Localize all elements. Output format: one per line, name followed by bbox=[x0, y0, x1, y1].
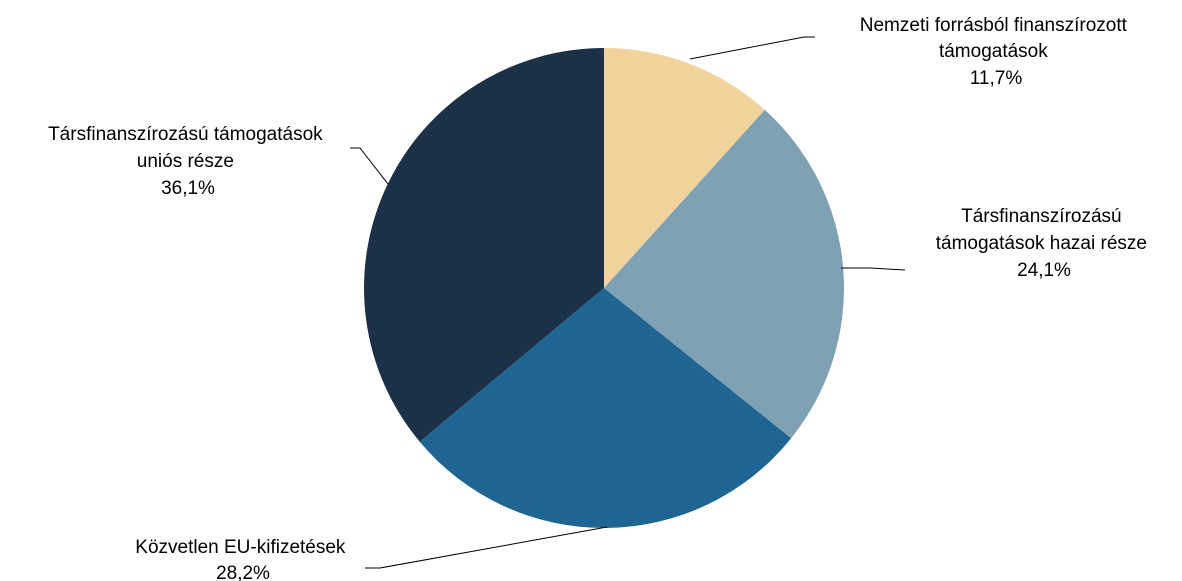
pie-slices bbox=[363, 48, 845, 529]
slice-value-label: 11,7% bbox=[970, 68, 1023, 89]
slice-label-tarsfin-hazai: Társfinanszírozású támogatások hazai rés… bbox=[936, 206, 1153, 281]
slice-label-line: Nemzeti forrásból finanszírozott bbox=[860, 15, 1128, 36]
slice-label-line: támogatások bbox=[939, 41, 1048, 62]
leader-lines bbox=[350, 36, 906, 569]
slice-value-label: 28,2% bbox=[216, 563, 270, 581]
pie-slice-nemzeti bbox=[604, 48, 765, 288]
slice-value-label: 36,1% bbox=[161, 178, 215, 199]
slice-label-line: Közvetlen EU-kifizetések bbox=[135, 537, 346, 558]
leader-line bbox=[689, 36, 815, 60]
slice-label-nemzeti: Nemzeti forrásból finanszírozott támogat… bbox=[860, 15, 1132, 89]
slice-label-line: Társfinanszírozású bbox=[961, 206, 1122, 227]
slice-label-line: Társfinanszírozású támogatások bbox=[48, 124, 323, 145]
slice-label-line: uniós része bbox=[137, 151, 234, 172]
slice-label-kozvetlen-eu: Közvetlen EU-kifizetések 28,2% bbox=[135, 537, 350, 581]
pie-slice-kozvetlen-eu bbox=[419, 288, 792, 529]
pie-slice-tarsfin-hazai bbox=[604, 109, 845, 439]
leader-line bbox=[841, 267, 906, 271]
leader-line bbox=[350, 147, 389, 185]
slice-label-tarsfin-unios: Társfinanszírozású támogatások uniós rés… bbox=[48, 124, 328, 199]
slice-label-line: támogatások hazai része bbox=[936, 233, 1147, 254]
pie-slice-tarsfin-unios bbox=[363, 48, 604, 442]
leader-line bbox=[365, 526, 608, 569]
slice-value-label: 24,1% bbox=[1017, 260, 1071, 281]
